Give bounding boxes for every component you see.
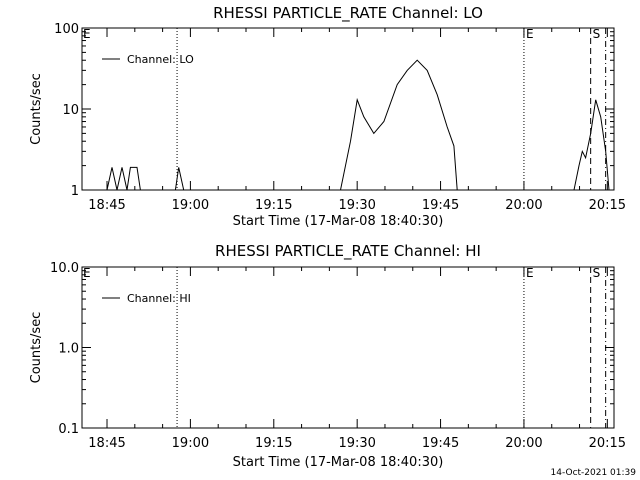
x-axis-label-lo: Start Time (17-Mar-08 18:40:30)	[233, 214, 444, 229]
x-tick-label-lo: 19:45	[422, 198, 459, 213]
x-tick-label-hi: 19:00	[172, 436, 209, 451]
chart-title-lo: RHESSI PARTICLE_RATE Channel: LO	[213, 4, 483, 23]
event-marker-lo: E	[526, 27, 534, 41]
y-tick-label-lo: 10	[62, 103, 79, 118]
x-tick-label-hi: 20:15	[589, 436, 626, 451]
x-tick-label-hi: 19:15	[255, 436, 292, 451]
corner-marker-hi: E	[83, 266, 91, 280]
chart-title-hi: RHESSI PARTICLE_RATE Channel: HI	[215, 242, 481, 261]
x-tick-label-hi: 20:00	[505, 436, 542, 451]
x-tick-label-hi: 19:30	[338, 436, 375, 451]
x-tick-label-lo: 19:15	[255, 198, 292, 213]
event-marker-hi: E	[526, 266, 534, 280]
legend-label-lo: Channel: LO	[127, 53, 194, 66]
x-tick-label-hi: 19:45	[422, 436, 459, 451]
event-marker-hi: S	[593, 266, 601, 280]
x-tick-label-lo: 18:45	[88, 198, 125, 213]
y-tick-label-hi: 10.0	[50, 261, 79, 276]
y-tick-label-hi: 1.0	[58, 342, 79, 357]
timestamp: 14-Oct-2021 01:39	[551, 468, 637, 478]
y-tick-label-hi: 0.1	[58, 422, 79, 437]
x-tick-label-lo: 19:30	[338, 198, 375, 213]
y-axis-label-lo: Counts/sec	[29, 73, 44, 145]
x-tick-label-lo: 19:00	[172, 198, 209, 213]
y-tick-label-lo: 100	[54, 22, 79, 37]
y-axis-label-hi: Counts/sec	[29, 312, 44, 384]
y-tick-label-lo: 1	[71, 184, 79, 199]
x-tick-label-lo: 20:00	[505, 198, 542, 213]
x-tick-label-lo: 20:15	[589, 198, 626, 213]
series-line-lo	[106, 59, 610, 191]
legend-label-hi: Channel: HI	[127, 292, 191, 305]
x-axis-label-hi: Start Time (17-Mar-08 18:40:30)	[233, 455, 444, 470]
event-marker-lo: S	[593, 27, 601, 41]
corner-marker-lo: E	[83, 27, 91, 41]
x-tick-label-hi: 18:45	[88, 436, 125, 451]
